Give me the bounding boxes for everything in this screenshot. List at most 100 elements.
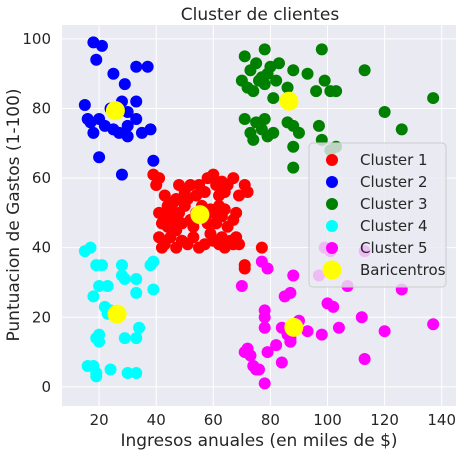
x-tick-label: 20 <box>90 411 109 429</box>
cluster-5-point <box>261 346 274 359</box>
cluster-5-point <box>427 318 440 331</box>
cluster-3-point <box>287 140 300 153</box>
legend-marker <box>326 198 338 210</box>
cluster-2-point <box>107 67 120 80</box>
cluster-2-point <box>130 60 143 73</box>
cluster-1-point <box>164 231 177 244</box>
cluster-5-point <box>258 311 271 324</box>
cluster-1-point <box>170 192 183 205</box>
cluster-4-point <box>118 273 131 285</box>
cluster-2-point <box>87 126 100 139</box>
cluster-1-point <box>158 189 171 202</box>
cluster-4-point <box>118 332 131 345</box>
legend-label: Cluster 4 <box>360 217 428 235</box>
x-tick-label: 80 <box>261 411 280 429</box>
y-tick-label: 60 <box>32 169 51 187</box>
cluster-2-point <box>130 112 143 125</box>
cluster-3-point <box>247 85 260 98</box>
legend-marker <box>326 220 338 232</box>
cluster-3-point <box>395 123 408 136</box>
cluster-1-point <box>198 186 211 199</box>
cluster-1-point <box>238 262 251 275</box>
x-axis-label: Ingresos anuales (en miles de $) <box>120 431 397 451</box>
cluster-5-point <box>301 325 314 338</box>
cluster-3-point <box>238 50 251 63</box>
x-tick-label: 120 <box>370 411 399 429</box>
cluster-1-point <box>184 179 197 192</box>
cluster-2-point <box>147 154 160 167</box>
cluster-3-point <box>312 119 325 132</box>
cluster-1-point <box>178 199 191 212</box>
legend-label: Cluster 1 <box>360 151 428 169</box>
cluster-1-point <box>187 231 200 244</box>
cluster-4-point <box>93 279 106 292</box>
cluster-2-point <box>95 39 108 52</box>
cluster-4-point <box>90 370 103 383</box>
cluster-2-point <box>78 99 91 112</box>
cluster-3-point <box>287 161 300 174</box>
x-tick-label: 140 <box>427 411 456 429</box>
legend: Cluster 1 Cluster 2 Cluster 3 Cluster 4 Clus… <box>308 142 447 288</box>
centroid-point <box>190 205 210 225</box>
y-tick-label: 100 <box>22 30 51 48</box>
cluster-4-point <box>93 335 106 348</box>
cluster-3-point <box>281 81 294 94</box>
cluster-4-point <box>95 259 108 272</box>
cluster-3-point <box>270 74 283 87</box>
cluster-1-point <box>255 241 268 254</box>
legend-marker <box>326 176 338 188</box>
x-tick-label: 60 <box>204 411 223 429</box>
cluster-4-point <box>147 283 160 296</box>
cluster-5-point <box>258 321 271 334</box>
cluster-5-point <box>327 300 340 313</box>
cluster-5-point <box>253 363 265 376</box>
cluster-2-point <box>144 123 157 136</box>
cluster-5-point <box>284 286 297 299</box>
cluster-2-point <box>115 168 128 181</box>
cluster-5-point <box>270 339 283 352</box>
cluster-5-point <box>378 325 391 338</box>
cluster-3-point <box>287 64 300 77</box>
cluster-3-point <box>378 105 391 118</box>
cluster-5-point <box>332 321 345 334</box>
legend-box <box>308 142 447 288</box>
cluster-2-point <box>93 151 106 164</box>
cluster-5-point <box>258 377 271 390</box>
cluster-3-point <box>427 92 440 105</box>
y-tick-label: 0 <box>41 378 51 396</box>
cluster-4-point <box>130 273 143 285</box>
cluster-4-point <box>84 241 97 254</box>
legend-label: Baricentros <box>360 261 446 279</box>
cluster-1-point <box>227 172 240 185</box>
cluster-3-point <box>238 112 251 125</box>
cluster-3-point <box>315 43 328 56</box>
cluster-4-point <box>133 321 146 334</box>
y-tick-label: 80 <box>32 100 51 118</box>
cluster-2-point <box>118 78 131 91</box>
cluster-3-point <box>250 57 263 70</box>
cluster-5-point <box>315 328 328 341</box>
cluster-3-point <box>267 92 280 105</box>
cluster-4-point <box>121 366 134 379</box>
cluster-5-point <box>244 349 257 362</box>
cluster-5-point <box>235 279 248 292</box>
legend-marker <box>322 260 342 280</box>
x-tick-label: 100 <box>313 411 342 429</box>
cluster-5-point <box>355 311 368 324</box>
cluster-3-point <box>258 78 271 91</box>
cluster-3-point <box>301 67 314 80</box>
cluster-1-point <box>218 203 231 216</box>
cluster-3-point <box>258 112 271 125</box>
centroid-point <box>279 91 299 111</box>
x-tick-labels: 20 40 60 80 100 120 140 <box>90 411 456 429</box>
y-axis-label: Puntuacion de Gastos (1-100) <box>4 88 24 341</box>
cluster-2-point <box>130 95 143 108</box>
cluster-3-point <box>258 43 271 56</box>
cluster-1-point <box>207 168 220 181</box>
cluster-1-point <box>230 206 243 219</box>
cluster-5-point <box>358 353 371 366</box>
cluster-1-point <box>241 186 254 199</box>
cluster-5-point <box>287 269 300 282</box>
cluster-1-point <box>187 220 200 233</box>
